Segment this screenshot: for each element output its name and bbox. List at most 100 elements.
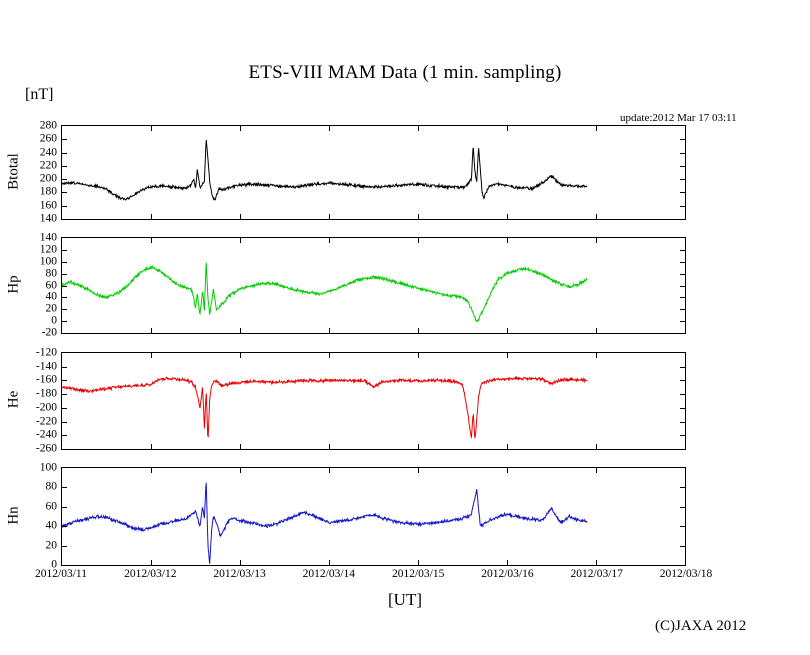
x-tick-mark [418,126,419,131]
y-tick-label: 260 [39,132,57,145]
x-tick-mark [596,560,597,565]
x-tick-mark [507,214,508,219]
y-tick-mark [62,297,67,299]
y-tick-mark [680,152,685,154]
y-tick-mark [62,321,67,323]
plot-panel-he [61,352,686,450]
y-tick-mark [680,139,685,141]
y-tick-mark [680,285,685,287]
y-tick-label: -180 [35,387,57,400]
x-tick-label: 2012/03/13 [213,568,266,580]
x-tick-mark [418,560,419,565]
panel-axis-name-he: He [5,390,22,409]
y-tick-mark [62,261,67,263]
y-tick-label: 280 [39,119,57,132]
y-tick-mark [62,487,67,489]
y-tick-label: 60 [45,278,58,291]
x-tick-mark [240,214,241,219]
x-tick-mark [151,353,152,358]
x-tick-mark [596,238,597,243]
y-tick-label: 80 [45,266,58,279]
y-tick-label: -140 [35,359,57,372]
y-tick-label: 160 [39,198,57,211]
y-tick-label: 100 [39,461,57,474]
x-tick-mark [151,214,152,219]
y-tick-label: -260 [35,442,57,455]
x-tick-mark [240,353,241,358]
y-tick-label: -200 [35,401,57,414]
y-tick-mark [62,545,67,547]
x-tick-mark [240,444,241,449]
y-tick-label: 60 [45,500,58,513]
x-tick-mark [329,126,330,131]
y-tick-label: -220 [35,414,57,427]
x-tick-label: 2012/03/15 [391,568,445,580]
y-tick-mark [62,435,67,437]
x-tick-mark [151,328,152,333]
y-tick-mark [62,380,67,382]
x-tick-mark [507,560,508,565]
y-tick-mark [62,139,67,141]
trace-hn [62,468,685,565]
x-tick-mark [240,560,241,565]
x-tick-mark [507,353,508,358]
y-tick-label: 220 [39,159,57,172]
x-tick-mark [151,238,152,243]
units-label: [nT] [25,86,54,103]
x-tick-mark [418,214,419,219]
panel-axis-name-btotal: Btotal [5,152,22,190]
y-tick-mark [62,273,67,275]
y-tick-mark [62,309,67,311]
x-tick-mark [151,560,152,565]
x-tick-mark [151,126,152,131]
x-tick-mark [240,328,241,333]
y-tick-mark [62,421,67,423]
y-tick-mark [680,321,685,323]
x-tick-mark [596,126,597,131]
x-axis-title: [UT] [388,590,422,609]
x-tick-mark [596,353,597,358]
plot-panel-hn [61,467,686,566]
x-tick-label: 2012/03/12 [124,568,177,580]
y-tick-mark [680,273,685,275]
x-tick-mark [507,328,508,333]
y-tick-mark [62,205,67,207]
y-tick-label: -160 [35,373,57,386]
y-tick-mark [680,366,685,368]
y-tick-mark [62,249,67,251]
y-tick-label: -240 [35,428,57,441]
trace-btotal [62,126,685,219]
plot-panel-btotal [61,125,686,220]
y-tick-mark [680,297,685,299]
y-tick-mark [680,421,685,423]
y-tick-mark [62,179,67,181]
y-tick-mark [62,285,67,287]
y-tick-mark [680,192,685,194]
x-tick-label: 2012/03/17 [570,568,623,580]
x-tick-mark [329,328,330,333]
y-tick-label: 140 [39,231,57,244]
x-tick-mark [329,444,330,449]
y-tick-mark [680,526,685,528]
x-tick-mark [329,468,330,473]
y-tick-label: 20 [45,302,58,315]
y-tick-mark [680,249,685,251]
y-tick-label: 80 [45,480,58,493]
x-tick-mark [151,444,152,449]
y-tick-mark [680,545,685,547]
y-tick-mark [62,407,67,409]
x-tick-mark [151,468,152,473]
y-tick-label: 120 [39,243,57,256]
x-tick-mark [329,560,330,565]
y-tick-mark [680,487,685,489]
x-tick-mark [240,126,241,131]
x-tick-label: 2012/03/16 [481,568,534,580]
x-tick-mark [329,353,330,358]
x-tick-mark [507,444,508,449]
copyright-notice: (C)JAXA 2012 [655,618,747,634]
y-tick-mark [62,192,67,194]
y-tick-label: 200 [39,172,57,185]
y-tick-label: 100 [39,255,57,267]
y-tick-mark [680,506,685,508]
